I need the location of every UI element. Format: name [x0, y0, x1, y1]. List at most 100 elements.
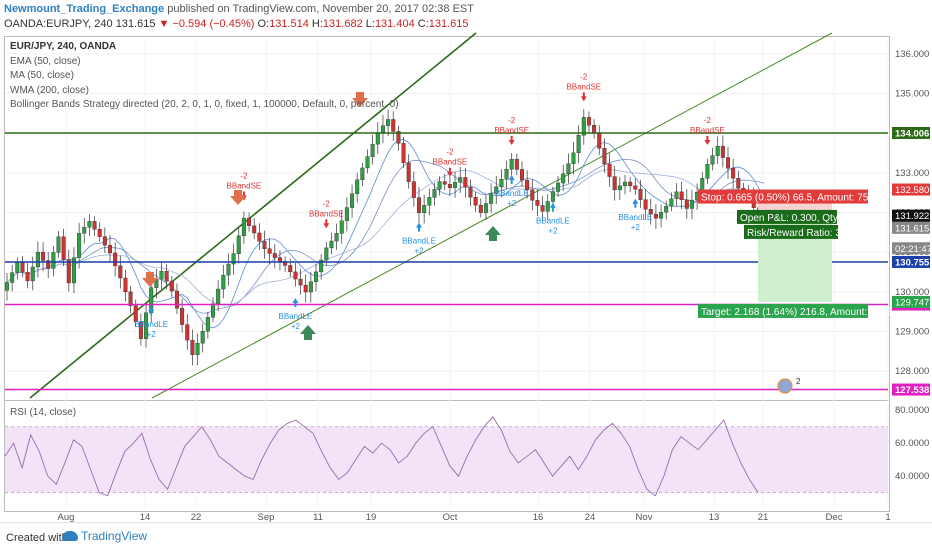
candle-body: [396, 131, 401, 144]
price-tag-label: 131.615: [895, 223, 929, 234]
candle-body: [453, 182, 458, 188]
candle-body: [504, 169, 509, 180]
candle-body: [623, 181, 628, 187]
candle-body: [334, 233, 339, 242]
candle-body: [478, 204, 483, 213]
candle-body: [87, 221, 92, 228]
candle-body: [612, 176, 617, 191]
candle-body: [525, 179, 530, 190]
level-tag: [892, 383, 930, 396]
sell-signal-qty: -2: [580, 72, 588, 81]
candle-body: [509, 159, 514, 170]
candle-body: [257, 232, 262, 242]
candle-body: [277, 257, 282, 262]
buy-signal-qty: +2: [291, 322, 301, 331]
price-tag: [892, 242, 930, 255]
candle-body: [530, 189, 535, 201]
candle-body: [633, 185, 638, 190]
sell-signal-arrow-icon: [323, 219, 330, 229]
candle-body: [226, 263, 231, 276]
candle-body: [432, 189, 437, 198]
buy-signal-label: BBandLE: [536, 217, 570, 226]
candle-body: [571, 152, 576, 164]
candle-body: [293, 271, 298, 280]
open-value: 131.514: [269, 18, 309, 30]
sell-signal-arrow-icon: [580, 92, 587, 102]
candle-body: [520, 169, 525, 181]
symbol-label: OANDA:EURJPY, 240: [4, 18, 113, 30]
x-tick-label: Sep: [258, 512, 275, 522]
sell-signal-label: BBandSE: [227, 182, 262, 191]
price-chart-svg[interactable]: 136.000135.000134.000133.000132.000131.0…: [0, 0, 932, 522]
candle-body: [638, 188, 643, 200]
buy-signal-label: BBandLE: [618, 213, 652, 222]
footer-bar: Created with TradingView: [0, 522, 932, 550]
candle-body: [535, 199, 540, 206]
candle-body: [210, 303, 215, 318]
candle-body: [540, 205, 545, 212]
candle-body: [247, 217, 252, 227]
candle-body: [550, 191, 555, 202]
risk-reward-box: [744, 224, 838, 239]
candle-body: [128, 291, 133, 306]
price-tag-label: 129.747: [895, 297, 929, 308]
candle-body: [664, 206, 669, 213]
upper-channel-line: [29, 32, 477, 399]
candle-body: [679, 191, 684, 200]
rsi-legend[interactable]: RSI (14, close): [10, 407, 77, 418]
candle-body: [272, 253, 277, 258]
candle-body: [581, 117, 586, 136]
candle-body: [195, 342, 200, 356]
candle-body: [607, 163, 612, 177]
candle-body: [174, 290, 179, 309]
x-tick-label: 11: [313, 512, 323, 522]
candle-body: [499, 179, 504, 187]
candle-body: [350, 193, 355, 208]
price-tag-label: 132.580: [895, 185, 929, 196]
candle-body: [113, 252, 118, 267]
down-arrow-icon: [352, 92, 368, 107]
candle-body: [566, 163, 571, 175]
candle-body: [288, 265, 293, 273]
candle-body: [365, 156, 370, 169]
down-arrow-icon: [142, 272, 158, 287]
candle-body: [437, 181, 442, 190]
buy-signal-label: BBandLE: [278, 312, 312, 321]
candle-body: [10, 272, 15, 283]
candle-body: [648, 209, 653, 215]
price-tag: [892, 183, 930, 196]
candle-body: [586, 117, 591, 126]
author-link[interactable]: Newmount_Trading_Exchange: [4, 3, 165, 15]
moving-average-line: [6, 158, 765, 314]
sell-signal-qty: -2: [240, 172, 248, 181]
x-tick-label: 21: [758, 512, 769, 522]
close-label: C:: [417, 18, 429, 30]
ohlc-line: OANDA:EURJPY, 240 131.615 ▼ −0.594 (−0.4…: [4, 18, 469, 30]
candle-body: [360, 167, 365, 180]
candle-body: [319, 259, 324, 273]
candle-body: [653, 213, 658, 219]
candle-body: [339, 220, 344, 234]
y-tick-label: 133.000: [895, 168, 929, 179]
price-tag-label: 131.922: [895, 211, 929, 222]
buy-signal-arrow-icon: [292, 297, 299, 307]
sell-signal-arrow-icon: [446, 167, 453, 177]
candle-body: [144, 312, 149, 339]
x-tick-label: 19: [366, 512, 377, 522]
rsi-tick-label: 40.0000: [895, 471, 929, 482]
candle-body: [514, 159, 519, 170]
x-tick-label: Aug: [58, 512, 75, 522]
x-tick-label: 14: [140, 512, 151, 522]
publish-header: Newmount_Trading_Exchange published on T…: [0, 0, 932, 36]
open-pnl-label: Open P&L: 0.300, Qty: 375: [740, 213, 861, 224]
moving-average-line: [6, 139, 765, 329]
candle-body: [473, 196, 478, 206]
candle-body: [133, 305, 138, 323]
candle-body: [576, 135, 581, 154]
candle-body: [25, 271, 30, 282]
candle-body: [102, 236, 107, 246]
tradingview-logo[interactable]: TradingView: [62, 529, 147, 543]
candle-body: [314, 271, 319, 282]
candle-body: [380, 125, 385, 133]
candle-body: [20, 262, 25, 273]
